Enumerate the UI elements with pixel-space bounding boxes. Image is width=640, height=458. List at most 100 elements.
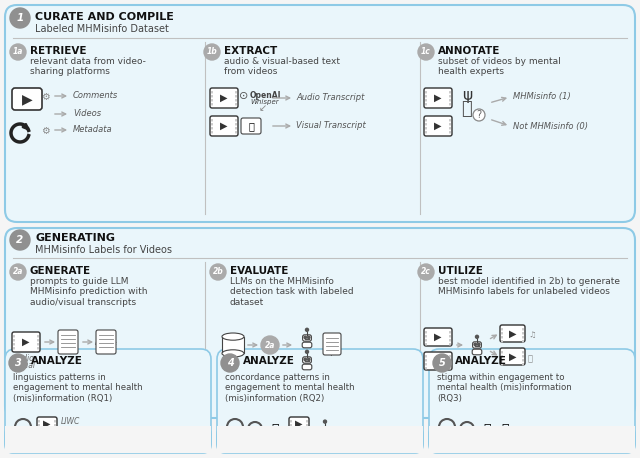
FancyBboxPatch shape <box>302 342 312 348</box>
Circle shape <box>476 335 479 338</box>
FancyBboxPatch shape <box>424 328 452 346</box>
FancyBboxPatch shape <box>37 339 39 342</box>
Text: MHMisinfo (1): MHMisinfo (1) <box>513 93 571 102</box>
FancyBboxPatch shape <box>425 359 427 361</box>
Circle shape <box>323 427 325 430</box>
Text: MHMisinfo Labels for Videos: MHMisinfo Labels for Videos <box>35 245 172 255</box>
Text: ✓: ✓ <box>329 344 335 350</box>
FancyBboxPatch shape <box>5 5 635 222</box>
FancyBboxPatch shape <box>306 420 308 422</box>
FancyBboxPatch shape <box>13 339 15 342</box>
FancyBboxPatch shape <box>500 325 525 342</box>
Circle shape <box>221 354 239 372</box>
FancyBboxPatch shape <box>306 428 308 431</box>
FancyBboxPatch shape <box>449 331 451 333</box>
FancyBboxPatch shape <box>425 343 427 345</box>
Text: Comments: Comments <box>73 92 118 100</box>
Circle shape <box>9 431 25 447</box>
Text: ⚙: ⚙ <box>40 126 49 136</box>
Text: 5: 5 <box>438 435 444 443</box>
FancyBboxPatch shape <box>429 426 635 453</box>
FancyBboxPatch shape <box>501 359 503 361</box>
FancyBboxPatch shape <box>425 123 427 125</box>
FancyBboxPatch shape <box>522 328 524 331</box>
FancyBboxPatch shape <box>424 116 452 136</box>
FancyBboxPatch shape <box>211 123 213 125</box>
Circle shape <box>477 343 480 345</box>
Text: ?: ? <box>476 110 481 120</box>
FancyBboxPatch shape <box>425 131 427 133</box>
FancyBboxPatch shape <box>501 355 503 358</box>
FancyBboxPatch shape <box>522 355 524 358</box>
FancyBboxPatch shape <box>54 428 56 431</box>
Circle shape <box>305 328 308 331</box>
Circle shape <box>304 358 307 360</box>
FancyBboxPatch shape <box>425 103 427 105</box>
Text: subset of videos by mental
health experts: subset of videos by mental health expert… <box>438 57 561 76</box>
FancyBboxPatch shape <box>425 335 427 338</box>
FancyBboxPatch shape <box>235 103 237 105</box>
FancyBboxPatch shape <box>290 424 292 426</box>
FancyBboxPatch shape <box>449 131 451 133</box>
FancyBboxPatch shape <box>235 127 237 130</box>
FancyBboxPatch shape <box>449 119 451 121</box>
FancyBboxPatch shape <box>321 432 328 436</box>
Text: Audio: Audio <box>12 354 34 363</box>
FancyBboxPatch shape <box>290 420 292 422</box>
FancyBboxPatch shape <box>235 131 237 133</box>
Text: ⚙: ⚙ <box>40 92 49 102</box>
Text: ↙: ↙ <box>259 103 267 113</box>
Text: 3: 3 <box>14 435 20 443</box>
Text: ⊙: ⊙ <box>239 91 249 101</box>
Text: ▶: ▶ <box>435 332 442 342</box>
Bar <box>5 426 211 453</box>
FancyBboxPatch shape <box>211 103 213 105</box>
FancyBboxPatch shape <box>425 331 427 333</box>
FancyBboxPatch shape <box>501 328 503 331</box>
Circle shape <box>204 44 220 60</box>
Text: ▶: ▶ <box>220 121 228 131</box>
Text: 👤: 👤 <box>461 100 472 118</box>
FancyBboxPatch shape <box>306 424 308 426</box>
FancyBboxPatch shape <box>425 99 427 102</box>
Text: 📷: 📷 <box>248 121 254 131</box>
FancyBboxPatch shape <box>306 432 308 435</box>
FancyBboxPatch shape <box>235 91 237 93</box>
FancyBboxPatch shape <box>425 363 427 365</box>
Text: LIWC: LIWC <box>61 417 81 426</box>
FancyBboxPatch shape <box>54 424 56 426</box>
FancyBboxPatch shape <box>449 103 451 105</box>
Text: UTILIZE: UTILIZE <box>438 266 483 276</box>
FancyBboxPatch shape <box>449 91 451 93</box>
FancyBboxPatch shape <box>425 91 427 93</box>
Text: ▶: ▶ <box>435 356 442 366</box>
Text: ▶: ▶ <box>435 121 442 131</box>
FancyBboxPatch shape <box>425 355 427 358</box>
FancyBboxPatch shape <box>449 339 451 342</box>
FancyBboxPatch shape <box>522 351 524 354</box>
Bar <box>217 426 423 453</box>
FancyBboxPatch shape <box>424 88 452 108</box>
Text: Labeled MHMisinfo Dataset: Labeled MHMisinfo Dataset <box>35 24 169 34</box>
FancyBboxPatch shape <box>425 127 427 130</box>
Text: 1a: 1a <box>13 48 23 56</box>
Text: 1b: 1b <box>207 48 218 56</box>
Circle shape <box>325 427 328 430</box>
Text: 4: 4 <box>226 435 232 443</box>
FancyBboxPatch shape <box>449 359 451 361</box>
Text: Visual Transcript: Visual Transcript <box>296 121 365 131</box>
FancyBboxPatch shape <box>38 432 40 435</box>
Circle shape <box>433 354 451 372</box>
FancyBboxPatch shape <box>522 340 524 343</box>
Text: RETRIEVE: RETRIEVE <box>30 46 86 56</box>
FancyBboxPatch shape <box>500 348 525 365</box>
FancyBboxPatch shape <box>217 349 423 452</box>
Text: ANALYZE: ANALYZE <box>31 356 83 366</box>
FancyBboxPatch shape <box>522 363 524 365</box>
FancyBboxPatch shape <box>449 343 451 345</box>
FancyBboxPatch shape <box>302 364 312 370</box>
Circle shape <box>9 354 27 372</box>
FancyBboxPatch shape <box>425 119 427 121</box>
FancyBboxPatch shape <box>425 367 427 370</box>
Circle shape <box>10 8 30 28</box>
